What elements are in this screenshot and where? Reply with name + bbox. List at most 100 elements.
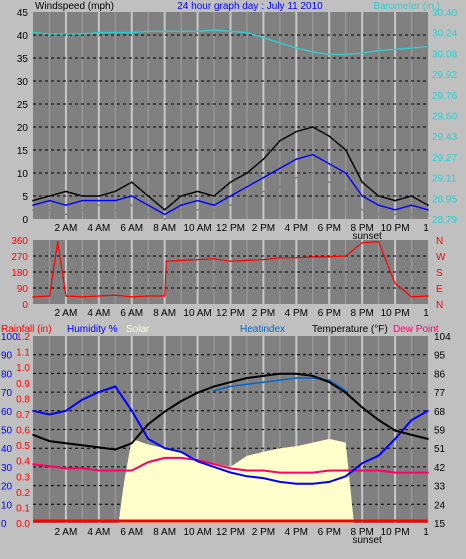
- direction-y-tick: 180: [11, 268, 28, 279]
- avg-wind-series-point: [377, 204, 380, 206]
- humidity-series-point: [311, 482, 314, 485]
- x-tick-label: 8 PM: [350, 223, 373, 234]
- avg-wind-series-point: [98, 199, 100, 202]
- wind-series-point: [246, 195, 248, 197]
- gust-series-point: [262, 158, 265, 160]
- x-tick-label: 12 PM: [216, 308, 245, 319]
- dewpoint-series-point: [262, 469, 265, 472]
- wind-series-point: [279, 186, 281, 188]
- temp-y-tick: 33: [434, 482, 446, 493]
- baro-y-tick: 29.60: [432, 112, 457, 123]
- dewpoint-series-point: [328, 469, 331, 472]
- rain-y-tick: 0.2: [16, 488, 30, 499]
- rain-y-tick: 0.9: [16, 379, 30, 390]
- x-tick-label: 6 PM: [318, 223, 341, 234]
- temp-y-tick: 42: [434, 463, 446, 474]
- heatindex-series-point: [246, 383, 248, 386]
- rain-y-tick: 0.6: [16, 426, 30, 437]
- gust-series-point: [81, 195, 84, 197]
- wind-direction-series-point: [394, 282, 396, 285]
- humidity-series-point: [295, 482, 298, 485]
- gust-series-point: [377, 195, 380, 197]
- wind-direction-series-point: [328, 256, 331, 258]
- temperature-series-point: [229, 381, 232, 384]
- wind-series-point: [98, 204, 100, 206]
- wind-y-tick: 40: [17, 31, 29, 42]
- barometer-series-point: [377, 49, 380, 52]
- dewpoint-series-point: [410, 471, 413, 474]
- x-tick-label: 8 AM: [153, 308, 176, 319]
- avg-wind-series-point: [328, 163, 331, 165]
- humidity-y-tick: 30: [1, 463, 13, 474]
- wind-direction-series-point: [163, 295, 166, 297]
- gust-series-point: [229, 181, 232, 183]
- temperature-series-point: [361, 406, 363, 409]
- wind-series-point: [65, 213, 67, 216]
- x-tick-label: 10 AM: [183, 223, 211, 234]
- wind-direction-series-point: [56, 240, 59, 243]
- temperature-series-point: [410, 433, 413, 436]
- humidity-y-tick: 70: [1, 388, 13, 399]
- humidity-series-point: [32, 410, 34, 412]
- dewpoint-series-point: [213, 463, 215, 465]
- direction-y-tick: 270: [11, 252, 28, 263]
- barometer-series-point: [81, 33, 84, 35]
- dewpoint-series-point: [130, 469, 133, 472]
- wind-direction-series-point: [427, 295, 429, 297]
- x-tick-label: 4 AM: [87, 308, 110, 319]
- baro-y-tick: 28.95: [432, 194, 457, 205]
- direction-y-tick: 360: [11, 236, 28, 247]
- avg-wind-series-point: [65, 204, 67, 206]
- wind-series-point: [163, 218, 166, 220]
- humidity-series-point: [410, 419, 413, 421]
- x-tick-end: 1: [423, 308, 429, 319]
- heatindex-series-point: [279, 379, 281, 381]
- compass-tick: W: [436, 252, 446, 263]
- dewpoint-series-point: [295, 471, 298, 474]
- wind-series-point: [262, 190, 265, 193]
- temperature-series-point: [147, 423, 150, 426]
- wind-y-tick: 5: [22, 192, 28, 203]
- dewpoint-series-point: [48, 465, 51, 468]
- barometer-series-point: [394, 48, 396, 51]
- wind-series-point: [344, 190, 347, 193]
- heatindex-series-point: [213, 389, 215, 392]
- avg-wind-series-point: [229, 195, 232, 197]
- wind-series-point: [295, 176, 298, 179]
- wind-direction-series-point: [165, 260, 168, 263]
- humidity-series-point: [262, 477, 265, 479]
- gust-series-point: [48, 195, 51, 197]
- humidity-series-point: [196, 460, 199, 463]
- avg-wind-series-point: [262, 176, 265, 179]
- barometer-series-point: [48, 33, 51, 35]
- wind-series-point: [147, 213, 150, 216]
- temperature-series-point: [262, 375, 265, 377]
- wind-direction-series-point: [402, 288, 405, 291]
- temperature-series-point: [196, 391, 199, 394]
- humidity-series-point: [114, 385, 117, 388]
- wind-y-tick: 30: [17, 77, 29, 88]
- avg-wind-series-point: [213, 204, 215, 206]
- rain-y-tick: 1.1: [16, 348, 30, 359]
- gust-series-point: [213, 195, 215, 197]
- wind-series-point: [213, 209, 215, 211]
- temp-y-tick: 24: [434, 500, 446, 511]
- gust-series-point: [328, 135, 331, 137]
- x-tick-label: 2 PM: [252, 527, 275, 538]
- barometer-series-point: [213, 29, 215, 31]
- rain-y-tick: 1.2: [16, 332, 30, 343]
- dewpoint-series-point: [344, 469, 347, 472]
- temp-y-tick: 59: [434, 426, 446, 437]
- humidity-y-tick: 80: [1, 369, 13, 380]
- x-tick-label: 4 PM: [285, 527, 308, 538]
- temp-y-tick: 95: [434, 351, 446, 362]
- gust-series-point: [180, 195, 182, 197]
- temperature-series-point: [98, 446, 100, 449]
- barometer-series-point: [180, 30, 182, 33]
- humidity-series-point: [377, 454, 380, 457]
- compass-tick: E: [436, 284, 443, 295]
- baro-y-tick: 29.76: [432, 91, 457, 102]
- sunset-marker: sunset: [352, 231, 382, 242]
- temperature-series-point: [48, 440, 51, 442]
- rain-y-tick: 0.4: [16, 457, 30, 468]
